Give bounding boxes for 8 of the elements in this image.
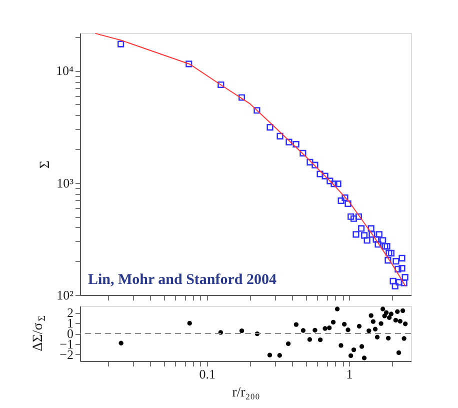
y-axis-title: Σ bbox=[38, 160, 53, 169]
x-axis-title: r/r₂₀₀ bbox=[232, 386, 260, 400]
x-tick-label: 0.1 bbox=[199, 366, 216, 382]
annotation: Lin, Mohr and Stanford 2004 bbox=[88, 272, 278, 288]
y-tick-label: 10⁴ bbox=[56, 63, 74, 78]
y-tick-label: 10² bbox=[56, 288, 74, 302]
y-axis-title: ΔΣ/σΣ bbox=[31, 315, 48, 352]
y-tick-label: 10³ bbox=[56, 175, 74, 190]
